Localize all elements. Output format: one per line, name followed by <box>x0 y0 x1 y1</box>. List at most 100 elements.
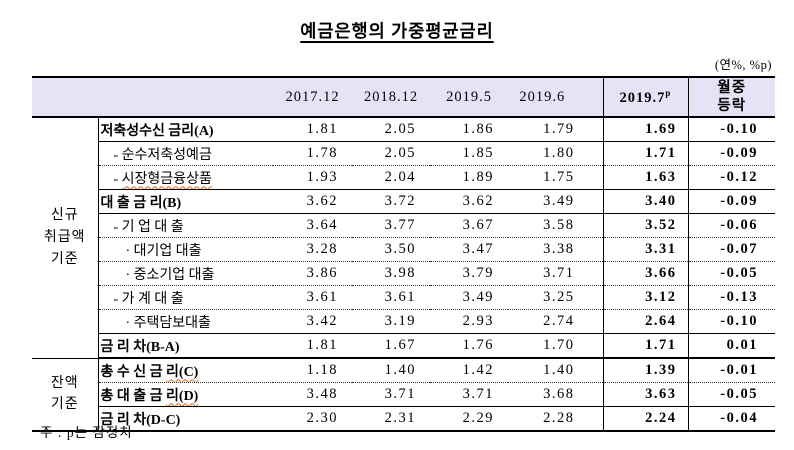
rate-value: 3.61 <box>352 285 430 310</box>
row-label: · 대기업 대출 <box>98 237 273 262</box>
rate-value: 3.58 <box>508 213 603 238</box>
table-row: · 중소기업 대출 3.86 3.98 3.79 3.71 3.66 -0.05 <box>32 261 775 286</box>
rate-value: 3.47 <box>430 237 508 262</box>
table-row: 금 리 차(D-C) 2.30 2.31 2.29 2.28 2.24 -0.0… <box>32 406 775 431</box>
rate-value: 1.89 <box>430 165 508 190</box>
rate-value: 1.86 <box>430 117 508 142</box>
row-label: 대 출 금 리(B) <box>98 189 273 214</box>
row-label: · 주택담보대출 <box>98 309 273 334</box>
rate-value: 3.50 <box>352 237 430 262</box>
rate-value: 3.40 <box>602 189 688 214</box>
rate-value: 1.63 <box>602 165 688 190</box>
rate-value: 1.85 <box>430 141 508 166</box>
rate-value: 1.76 <box>430 333 508 359</box>
rate-value: 2.05 <box>352 117 430 142</box>
table-row: 총 대 출 금 리(D) 3.48 3.71 3.71 3.68 3.63 -0… <box>32 382 775 407</box>
rate-value: 3.62 <box>430 189 508 214</box>
table-row: - 기 업 대 출 3.64 3.77 3.67 3.58 3.52 -0.06 <box>32 213 775 238</box>
table-row: - 시장형금융상품 1.93 2.04 1.89 1.75 1.63 -0.12 <box>32 165 775 190</box>
rate-value: 3.79 <box>430 261 508 286</box>
rate-value: 2.93 <box>430 309 508 334</box>
rate-value: 3.12 <box>602 285 688 310</box>
rate-value: 3.25 <box>508 285 603 310</box>
change-value: 0.01 <box>687 333 775 359</box>
rate-value: 3.71 <box>430 382 508 407</box>
col-header-period-2: 2018.12 <box>352 77 430 118</box>
col-header-monthly-change: 월중 등락 <box>687 77 775 118</box>
page-title: 예금은행의 가중평균금리 <box>0 18 794 43</box>
rate-value: 2.04 <box>352 165 430 190</box>
table-row: 잔액 기준 총 수 신 금 리(C) 1.18 1.40 1.42 1.40 1… <box>32 358 775 432</box>
rate-value: 1.80 <box>508 141 603 166</box>
col-header-period-1: 2017.12 <box>273 77 352 118</box>
row-label: 금 리 차(D-C) <box>100 412 181 428</box>
row-label: - 기 업 대 출 <box>98 213 273 238</box>
table-row: - 순수저축성예금 1.78 2.05 1.85 1.80 1.71 -0.09 <box>32 141 775 166</box>
rate-value: 3.86 <box>273 261 352 286</box>
row-label: 금 리 차(B-A) <box>98 333 273 359</box>
rate-value: 3.72 <box>352 189 430 214</box>
rate-value: 1.39 <box>602 358 688 383</box>
rate-value: 1.81 <box>273 117 352 142</box>
table-row: - 가 계 대 출 3.61 3.61 3.49 3.25 3.12 -0.13 <box>32 285 775 310</box>
rate-value: 3.68 <box>508 382 603 407</box>
col-header-latest-text: 2019.7 <box>619 89 666 106</box>
rate-value: 3.63 <box>602 382 688 407</box>
col-header-period-3: 2019.5 <box>430 77 508 118</box>
rate-value: 3.52 <box>602 213 688 238</box>
rate-value: 1.81 <box>273 333 352 359</box>
table-row: · 대기업 대출 3.28 3.50 3.47 3.38 3.31 -0.07 <box>32 237 775 262</box>
change-value: -0.06 <box>687 213 775 238</box>
table-row: · 주택담보대출 3.42 3.19 2.93 2.74 2.64 -0.10 <box>32 309 775 334</box>
table-row: 대 출 금 리(B) 3.62 3.72 3.62 3.49 3.40 -0.0… <box>32 189 775 214</box>
header-row: 2017.12 2018.12 2019.5 2019.6 2019.7p 월중… <box>32 77 775 118</box>
group-cell-new-transactions: 신규 취급액 기준 <box>32 117 99 359</box>
row-label: 총 수 신 금 리(C) <box>98 358 273 383</box>
rate-value: 3.71 <box>352 382 430 407</box>
rate-value: 1.78 <box>273 141 352 166</box>
rate-value: 2.30 <box>306 410 338 426</box>
rate-value: 1.40 <box>508 358 603 383</box>
change-value: -0.05 <box>687 261 775 286</box>
rate-value: 2.05 <box>352 141 430 166</box>
group-cell-balance: 잔액 기준 <box>32 358 99 432</box>
rate-value: 3.61 <box>273 285 352 310</box>
rate-value: 1.75 <box>508 165 603 190</box>
rate-value: 2.28 <box>543 410 575 426</box>
col-header-period-4: 2019.6 <box>508 77 603 118</box>
row-label: 저축성수신 금리(A) <box>98 117 273 142</box>
rate-value: 3.49 <box>508 189 603 214</box>
row-label: - 순수저축성예금 <box>98 141 273 166</box>
rate-value: 1.70 <box>508 333 603 359</box>
rate-value: 3.49 <box>430 285 508 310</box>
change-value: -0.09 <box>687 189 775 214</box>
change-value: -0.10 <box>687 117 775 142</box>
change-value: -0.07 <box>687 237 775 262</box>
rate-value: 3.31 <box>602 237 688 262</box>
change-value: -0.10 <box>687 309 775 334</box>
rate-value: 2.74 <box>508 309 603 334</box>
unit-label: (연%, %p) <box>714 58 772 72</box>
change-value: -0.04 <box>687 406 775 431</box>
row-label: - 가 계 대 출 <box>98 285 273 310</box>
rate-value: 2.24 <box>602 406 688 431</box>
rate-value: 1.40 <box>352 358 430 383</box>
rate-value: 3.19 <box>352 309 430 334</box>
rate-value: 3.62 <box>273 189 352 214</box>
rate-value: 3.98 <box>352 261 430 286</box>
change-value: -0.09 <box>687 141 775 166</box>
rate-value: 1.67 <box>352 333 430 359</box>
rate-value: 1.71 <box>602 141 688 166</box>
rate-value: 3.67 <box>430 213 508 238</box>
change-value: -0.12 <box>687 165 775 190</box>
col-header-latest: 2019.7p <box>602 77 688 118</box>
change-value: -0.05 <box>687 382 775 407</box>
rate-value: 3.48 <box>273 382 352 407</box>
rates-table: 2017.12 2018.12 2019.5 2019.6 2019.7p 월중… <box>32 76 775 432</box>
footnote: 주 : p는 잠정치 <box>40 425 133 440</box>
change-value: -0.13 <box>687 285 775 310</box>
rate-value: 2.64 <box>602 309 688 334</box>
rate-value: 3.42 <box>273 309 352 334</box>
page-title-text: 예금은행의 가중평균금리 <box>300 21 494 41</box>
